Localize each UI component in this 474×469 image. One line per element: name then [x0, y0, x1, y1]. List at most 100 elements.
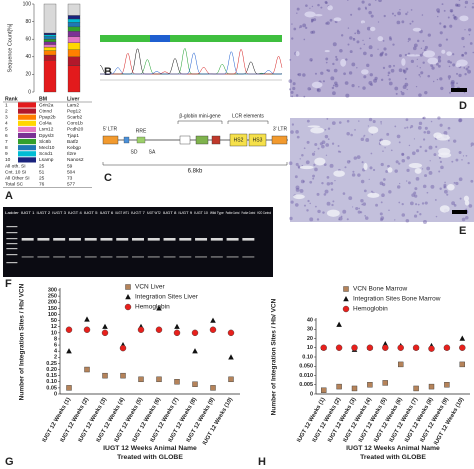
cell-dot — [436, 78, 439, 81]
table-cell: 51 — [39, 169, 45, 175]
data-point — [156, 376, 162, 383]
cell-dot — [421, 168, 424, 170]
cell-dot — [401, 91, 405, 96]
cell-dot — [348, 71, 353, 75]
cell-dot — [449, 24, 453, 28]
cell-dot — [312, 177, 315, 180]
cell-dot — [342, 192, 346, 195]
x-tick-label: IUGT 12 Weeks (1) — [296, 397, 326, 444]
cell-dot — [345, 93, 350, 98]
cell-dot — [392, 43, 395, 46]
cell-dot — [369, 73, 373, 77]
data-point — [397, 344, 404, 351]
vessel — [368, 126, 379, 134]
cell-dot — [344, 166, 347, 169]
cell-dot — [386, 132, 390, 136]
gel-band — [116, 256, 129, 258]
cell-dot — [461, 54, 464, 57]
cell-dot — [370, 152, 373, 155]
cell-dot — [380, 162, 384, 167]
cell-dot — [366, 26, 371, 31]
cell-dot — [371, 134, 373, 136]
x-axis-title: IUGT 12 Weeks Animal Name — [103, 445, 197, 452]
vessel — [333, 17, 342, 22]
cell-dot — [303, 147, 306, 150]
cell-dot — [447, 60, 451, 64]
cell-dot — [309, 58, 313, 62]
cell-dot — [331, 142, 335, 145]
cell-dot — [355, 206, 359, 211]
cell-dot — [458, 0, 461, 1]
table-cell: Nanos2 — [67, 157, 84, 163]
cell-dot — [360, 179, 365, 184]
cell-dot — [470, 142, 474, 146]
cell-dot — [413, 138, 416, 140]
cell-dot — [380, 78, 384, 82]
table-cell: 1 — [5, 102, 8, 108]
vector-label: RRE — [136, 128, 147, 134]
table-cell: Lars2 — [67, 102, 79, 108]
x-axis-title: IUGT 12 Weeks Animal Name — [346, 445, 440, 452]
cell-dot — [458, 150, 462, 155]
vessel — [326, 209, 340, 217]
lane-label: IUGT 4 — [68, 211, 82, 215]
gel-image — [3, 207, 273, 277]
cell-dot — [326, 21, 330, 25]
panel-letter: E — [459, 225, 466, 237]
rank-color — [18, 108, 36, 114]
gel-band — [53, 256, 66, 258]
cell-dot — [313, 18, 317, 22]
bar-segment — [43, 34, 57, 37]
cell-dot — [382, 40, 385, 42]
y-tick-label: 0.005 — [299, 382, 313, 388]
vector-label: 3' LTR — [273, 126, 288, 132]
cell-dot — [314, 167, 318, 172]
data-point — [320, 344, 327, 351]
data-point — [209, 326, 217, 333]
cell-dot — [310, 30, 314, 34]
table-cell: Kebgp — [67, 145, 81, 151]
legend-label: Integration Sites Liver — [135, 294, 199, 301]
cell-dot — [292, 86, 296, 91]
cell-dot — [368, 10, 372, 15]
cell-dot — [422, 220, 427, 224]
cell-dot — [470, 179, 474, 183]
cell-dot — [380, 201, 383, 204]
gel-band — [132, 238, 144, 241]
cell-dot — [299, 158, 301, 160]
cell-dot — [422, 138, 426, 141]
cell-dot — [396, 134, 401, 139]
cell-dot — [289, 88, 292, 91]
cell-dot — [443, 25, 447, 29]
legend-label: Hemoglobin — [353, 306, 388, 313]
cell-dot — [362, 86, 366, 90]
cell-dot — [411, 151, 416, 156]
cell-dot — [311, 18, 314, 22]
cell-dot — [356, 40, 360, 44]
cell-dot — [296, 12, 298, 14]
cell-dot — [427, 74, 431, 78]
cell-dot — [443, 131, 448, 135]
cell-dot — [426, 191, 429, 194]
cell-dot — [446, 193, 449, 196]
table-cell: Tjap1 — [67, 133, 79, 139]
gel-band — [100, 256, 113, 258]
gel-band — [179, 238, 192, 241]
y-tick-label: 4 — [54, 349, 58, 355]
cell-dot — [410, 125, 414, 128]
vessel — [438, 147, 451, 156]
table-cell: Ctnnd — [39, 108, 52, 114]
cell-dot — [456, 4, 459, 7]
cell-dot — [467, 69, 471, 74]
vessel — [408, 163, 423, 169]
data-point — [174, 323, 180, 329]
cell-dot — [356, 29, 360, 32]
cell-dot — [424, 201, 428, 205]
cell-dot — [297, 166, 301, 169]
cell-dot — [406, 126, 409, 129]
data-point — [382, 344, 389, 351]
cell-dot — [462, 155, 465, 157]
sequence-highlight — [150, 35, 170, 42]
cell-dot — [463, 91, 466, 94]
vessel — [377, 36, 384, 42]
